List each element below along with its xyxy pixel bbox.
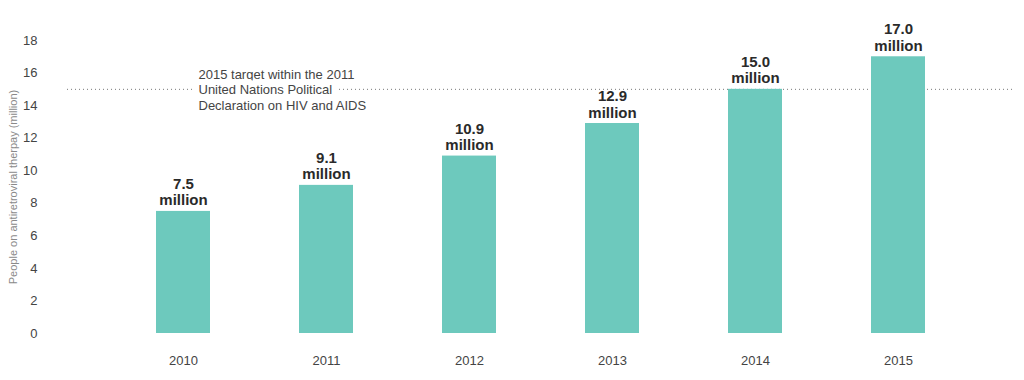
svg-text:9.1million: 9.1million (302, 149, 350, 183)
svg-text:People on antiretroviral therp: People on antiretroviral therpay (millio… (7, 90, 19, 284)
svg-text:12.9million: 12.9million (588, 87, 636, 121)
svg-text:2015 target within the 2011Uni: 2015 target within the 2011United Nation… (199, 67, 367, 113)
svg-text:2011: 2011 (313, 353, 341, 368)
svg-text:10: 10 (23, 163, 37, 178)
svg-text:18: 18 (23, 33, 37, 48)
svg-text:0: 0 (30, 326, 37, 341)
svg-text:2014: 2014 (741, 353, 770, 368)
svg-text:15.0million: 15.0million (731, 53, 779, 87)
svg-text:2010: 2010 (169, 353, 198, 368)
svg-text:12: 12 (23, 130, 37, 145)
svg-text:16: 16 (23, 65, 37, 80)
svg-text:2015: 2015 (884, 353, 913, 368)
svg-text:7.5million: 7.5million (159, 175, 207, 209)
svg-text:2013: 2013 (598, 353, 627, 368)
svg-text:6: 6 (30, 228, 37, 243)
svg-text:8: 8 (30, 195, 37, 210)
svg-text:17.0million: 17.0million (874, 20, 922, 54)
svg-text:4: 4 (30, 261, 37, 276)
svg-text:10.9million: 10.9million (445, 120, 493, 154)
svg-text:2012: 2012 (455, 353, 484, 368)
svg-text:2: 2 (30, 293, 37, 308)
svg-text:14: 14 (23, 98, 37, 113)
